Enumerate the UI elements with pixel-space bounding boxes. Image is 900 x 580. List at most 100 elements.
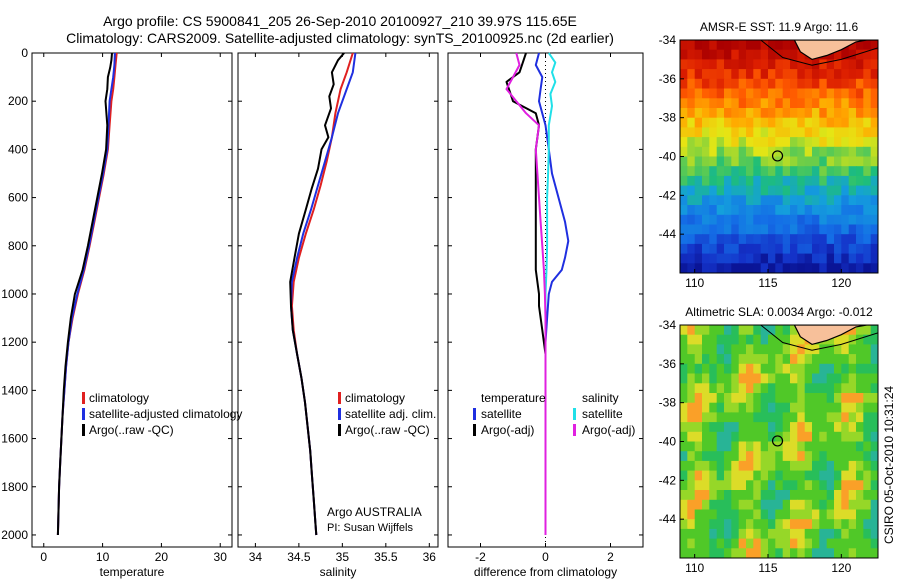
map-cell bbox=[870, 431, 878, 443]
y-tick-label: 1200 bbox=[1, 335, 28, 349]
map-cell bbox=[775, 451, 784, 462]
map-cell bbox=[731, 49, 740, 60]
map-cell bbox=[782, 243, 791, 255]
map-cell bbox=[870, 363, 878, 375]
legend-swatch bbox=[82, 408, 85, 420]
map-cell bbox=[856, 253, 864, 264]
map-cell bbox=[768, 234, 776, 245]
map-cell bbox=[797, 98, 806, 109]
map-cell bbox=[812, 156, 820, 167]
map-cell bbox=[790, 490, 798, 501]
map-cell bbox=[848, 69, 857, 80]
map-cell bbox=[760, 88, 769, 99]
map-cell bbox=[775, 146, 784, 158]
map-cell bbox=[804, 354, 813, 365]
map-cell bbox=[768, 528, 776, 540]
map-cell bbox=[812, 205, 820, 216]
map-cell bbox=[760, 383, 769, 394]
map-cell bbox=[848, 470, 857, 481]
map-cell bbox=[738, 137, 747, 148]
map-cell bbox=[775, 166, 784, 177]
map-cell bbox=[702, 393, 710, 404]
map-cell bbox=[680, 538, 688, 549]
map-cell bbox=[782, 383, 791, 394]
map-cell bbox=[694, 412, 703, 423]
map-cell bbox=[687, 441, 696, 452]
map-cell bbox=[790, 344, 798, 355]
map-cell bbox=[841, 146, 850, 158]
series-line-salinity-satellite bbox=[544, 52, 557, 535]
map-cell bbox=[841, 344, 850, 355]
map-cell bbox=[797, 490, 806, 501]
map-cell bbox=[680, 509, 688, 520]
map-cell bbox=[834, 156, 842, 167]
map-cell bbox=[819, 224, 828, 235]
map-cell bbox=[797, 354, 806, 365]
map-cell bbox=[775, 325, 784, 336]
map-cell bbox=[768, 451, 776, 462]
map-cell bbox=[856, 412, 864, 423]
map-cell bbox=[731, 528, 740, 540]
map-cell bbox=[826, 499, 835, 511]
map-cell bbox=[775, 214, 784, 226]
map-cell bbox=[709, 78, 718, 90]
map-cell bbox=[687, 49, 696, 60]
map-cell bbox=[797, 431, 806, 443]
map-cell bbox=[870, 412, 878, 423]
map-cell bbox=[841, 470, 850, 481]
map-cell bbox=[870, 234, 878, 245]
x-axis-label: difference from climatology bbox=[474, 565, 617, 579]
map-cell bbox=[804, 185, 813, 196]
map-cell bbox=[760, 78, 769, 90]
map-cell bbox=[782, 334, 791, 345]
map-cell bbox=[848, 354, 857, 365]
map-cell bbox=[790, 354, 798, 365]
x-tick-label: 36 bbox=[423, 550, 437, 564]
map-cell bbox=[841, 528, 850, 540]
map-cell bbox=[760, 480, 769, 491]
map-cell bbox=[702, 40, 710, 51]
map-cell bbox=[812, 528, 820, 540]
map-cell bbox=[709, 146, 718, 158]
map-cell bbox=[841, 59, 850, 70]
map-cell bbox=[782, 470, 791, 481]
map-cell bbox=[760, 412, 769, 423]
map-cell bbox=[790, 422, 798, 433]
map-cell bbox=[709, 88, 718, 99]
map-cell bbox=[856, 344, 864, 355]
map-cell bbox=[819, 451, 828, 462]
map-cell bbox=[738, 88, 747, 99]
x-tick-label: 10 bbox=[96, 550, 110, 564]
map-cell bbox=[782, 98, 791, 109]
map-cell bbox=[731, 402, 740, 413]
map-cell bbox=[848, 412, 857, 423]
map-cell bbox=[731, 117, 740, 128]
map-cell bbox=[863, 59, 872, 70]
map-cell bbox=[680, 108, 688, 119]
map-cell bbox=[724, 234, 732, 245]
map-cell bbox=[819, 373, 828, 384]
map-cell bbox=[775, 59, 784, 70]
map-cell bbox=[819, 519, 828, 530]
salinity-legend: climatology satellite adj. clim. Argo(..ra… bbox=[338, 391, 436, 437]
map-cell bbox=[863, 175, 872, 187]
map-cell bbox=[724, 243, 732, 255]
map-cell bbox=[746, 490, 754, 501]
map-cell bbox=[716, 88, 725, 99]
map-cell bbox=[775, 393, 784, 404]
map-cell bbox=[782, 548, 791, 558]
map-cell bbox=[819, 214, 828, 226]
map-cell bbox=[738, 451, 747, 462]
map-cell bbox=[812, 422, 820, 433]
map-cell bbox=[731, 185, 740, 196]
map-cell bbox=[680, 460, 688, 472]
map-cell bbox=[709, 470, 718, 481]
map-cell bbox=[753, 451, 762, 462]
map-cell bbox=[702, 509, 710, 520]
map-cell bbox=[702, 175, 710, 187]
map-cell bbox=[870, 166, 878, 177]
map-cell bbox=[848, 88, 857, 99]
map-cell bbox=[856, 98, 864, 109]
map-cell bbox=[680, 98, 688, 109]
map-cell bbox=[768, 325, 776, 336]
